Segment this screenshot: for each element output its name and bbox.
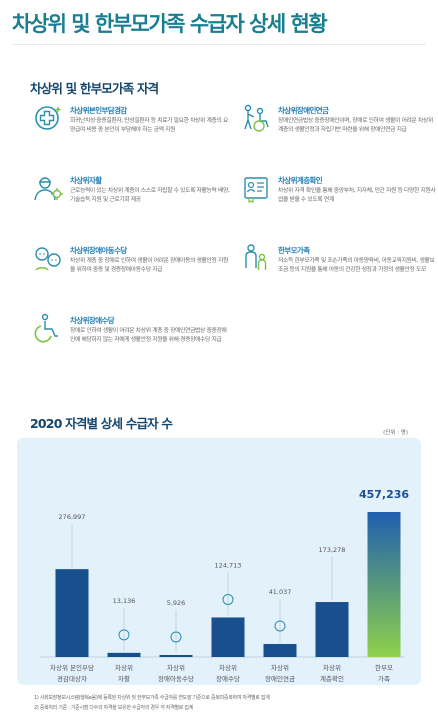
medical-cross-icon	[32, 102, 64, 134]
qual-item-desc: 차상위 계층 중 장애로 인하여 생활이 어려운 장애아동의 생활안정 지원을 …	[70, 258, 228, 274]
chart-section-title: 2020 자격별 상세 수급자 수	[30, 416, 173, 431]
qual-item-single-parent: 한부모가족 저소득 한부모가족 및 조손가족의 아동양육비, 아동교육지원비, …	[240, 242, 438, 302]
qual-item-desc: 장애인연금법상 중증장애인이며, 장애로 인하여 생활이 어려운 차상위 계층의…	[278, 118, 433, 134]
unit-label: (단위 : 명)	[383, 430, 408, 436]
certificate-icon	[240, 172, 272, 204]
family-icon	[240, 242, 272, 274]
qual-item-co-payment: 차상위본인부담경감 희귀난치성·중증질환자, 만성질환자 등 치료가 필요한 차…	[32, 102, 232, 162]
wheelchair-icon	[32, 312, 64, 344]
qual-item-name: 차상위장애인연금	[278, 106, 329, 115]
qual-item-status-check: 차상위계층확인 차상위 자격 확인을 통해 중앙부처, 지자체, 민간 자원 등…	[240, 172, 438, 232]
page-title: 차상위 및 한부모가족 수급자 상세 현황	[12, 12, 328, 36]
qual-item-child-allowance: 차상위장애아동수당 차상위 계층 중 장애로 인하여 생활이 어려운 장애아동의…	[32, 242, 232, 302]
title-divider	[12, 44, 426, 45]
qual-item-desc: 희귀난치성·중증질환자, 만성질환자 등 치료가 필요한 차상위 계층의 요양급…	[70, 118, 228, 134]
qual-item-name: 차상위계층확인	[278, 176, 323, 185]
chart-panel	[17, 438, 421, 685]
qual-item-self-support: 차상위자활 근로능력이 있는 차상위 계층이 스스로 자립할 수 있도록 자활능…	[32, 172, 232, 232]
qual-item-disability-pension: 차상위장애인연금 장애인연금법상 중증장애인이며, 장애로 인하여 생활이 어려…	[240, 102, 438, 162]
qual-item-name: 차상위장애수당	[70, 316, 115, 325]
worker-gear-icon	[32, 172, 64, 204]
qual-item-name: 차상위장애아동수당	[70, 246, 127, 255]
qual-item-name: 차상위자활	[70, 176, 102, 185]
qual-item-desc: 근로능력이 있는 차상위 계층이 스스로 자립할 수 있도록 자활능력 배양, …	[70, 188, 230, 204]
qual-item-desc: 차상위 자격 확인을 통해 중앙부처, 지자체, 민간 자원 등 다양한 지원사…	[278, 188, 436, 204]
children-icon	[32, 242, 64, 274]
footnote-1: 1) 사회보장정보시스템(행복e음)에 등록된 차상위 및 한부모가족 수급자를…	[34, 695, 270, 701]
qual-item-disability-allowance: 차상위장애수당 장애로 인하여 생활이 어려운 차상위 계층 중 장애인연금법상…	[32, 312, 232, 372]
footnote-2: 2) 중복처리 기준 : 기준시점 다수의 자격을 보유한 수급자의 경우 각 …	[34, 705, 193, 711]
assisted-walking-icon	[240, 102, 272, 134]
qual-item-desc: 저소득 한부모가족 및 조손가족의 아동양육비, 아동교육지원비, 생활보조금 …	[278, 258, 435, 274]
qual-item-name: 한부모가족	[278, 246, 310, 255]
qualification-section-title: 차상위 및 한부모가족 자격	[30, 81, 159, 96]
qual-item-desc: 장애로 인하여 생활이 어려운 차상위 계층 중 장애인연금법상 중증장애인에 …	[70, 328, 227, 344]
qual-item-name: 차상위본인부담경감	[70, 106, 127, 115]
